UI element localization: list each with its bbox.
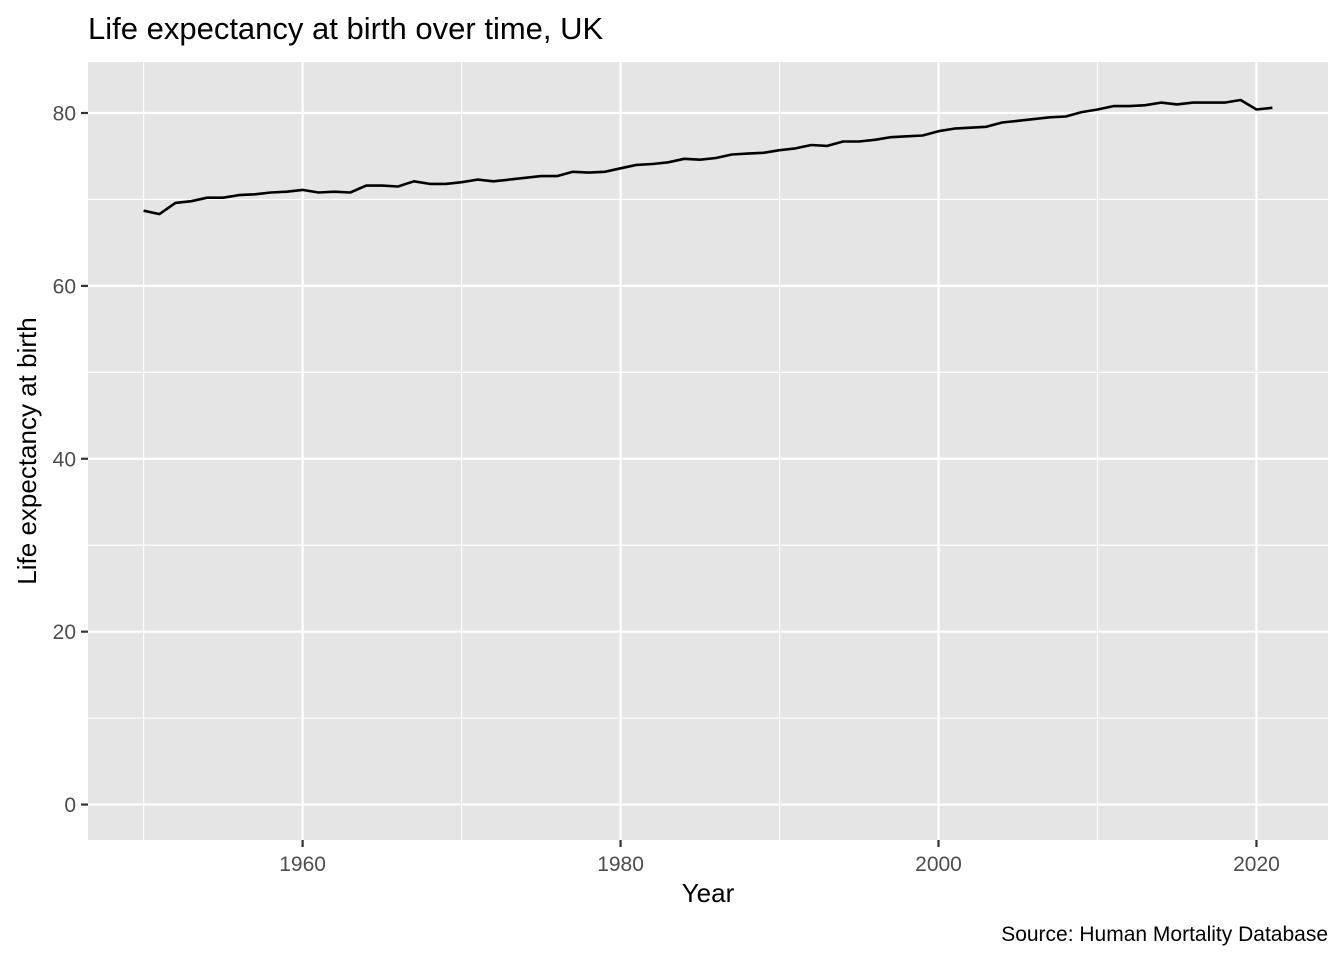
y-axis-title: Life expectancy at birth (12, 317, 42, 584)
x-axis-tick-labels: 1960 1980 2000 2020 (279, 853, 1280, 876)
y-tick-label-60: 60 (53, 275, 76, 298)
plot-panel (88, 62, 1328, 840)
source-caption: Source: Human Mortality Database (1001, 923, 1328, 946)
series-layer (143, 98, 1273, 216)
y-tick-label-40: 40 (53, 448, 76, 471)
axis-ticks (81, 111, 1258, 847)
chart-title: Life expectancy at birth over time, UK (88, 11, 604, 46)
x-tick-label-1960: 1960 (279, 853, 326, 876)
series-line-0 (143, 98, 1273, 216)
y-tick-label-20: 20 (53, 621, 76, 644)
y-tick-label-0: 0 (64, 794, 76, 817)
x-axis-title: Year (682, 878, 735, 908)
major-gridlines (88, 62, 1328, 840)
x-tick-label-1980: 1980 (597, 853, 644, 876)
y-axis-tick-labels: 0 20 40 60 80 (53, 103, 76, 818)
x-tick-label-2020: 2020 (1233, 853, 1280, 876)
x-tick-label-2000: 2000 (915, 853, 962, 876)
y-tick-label-80: 80 (53, 103, 76, 126)
minor-gridlines (88, 62, 1328, 840)
